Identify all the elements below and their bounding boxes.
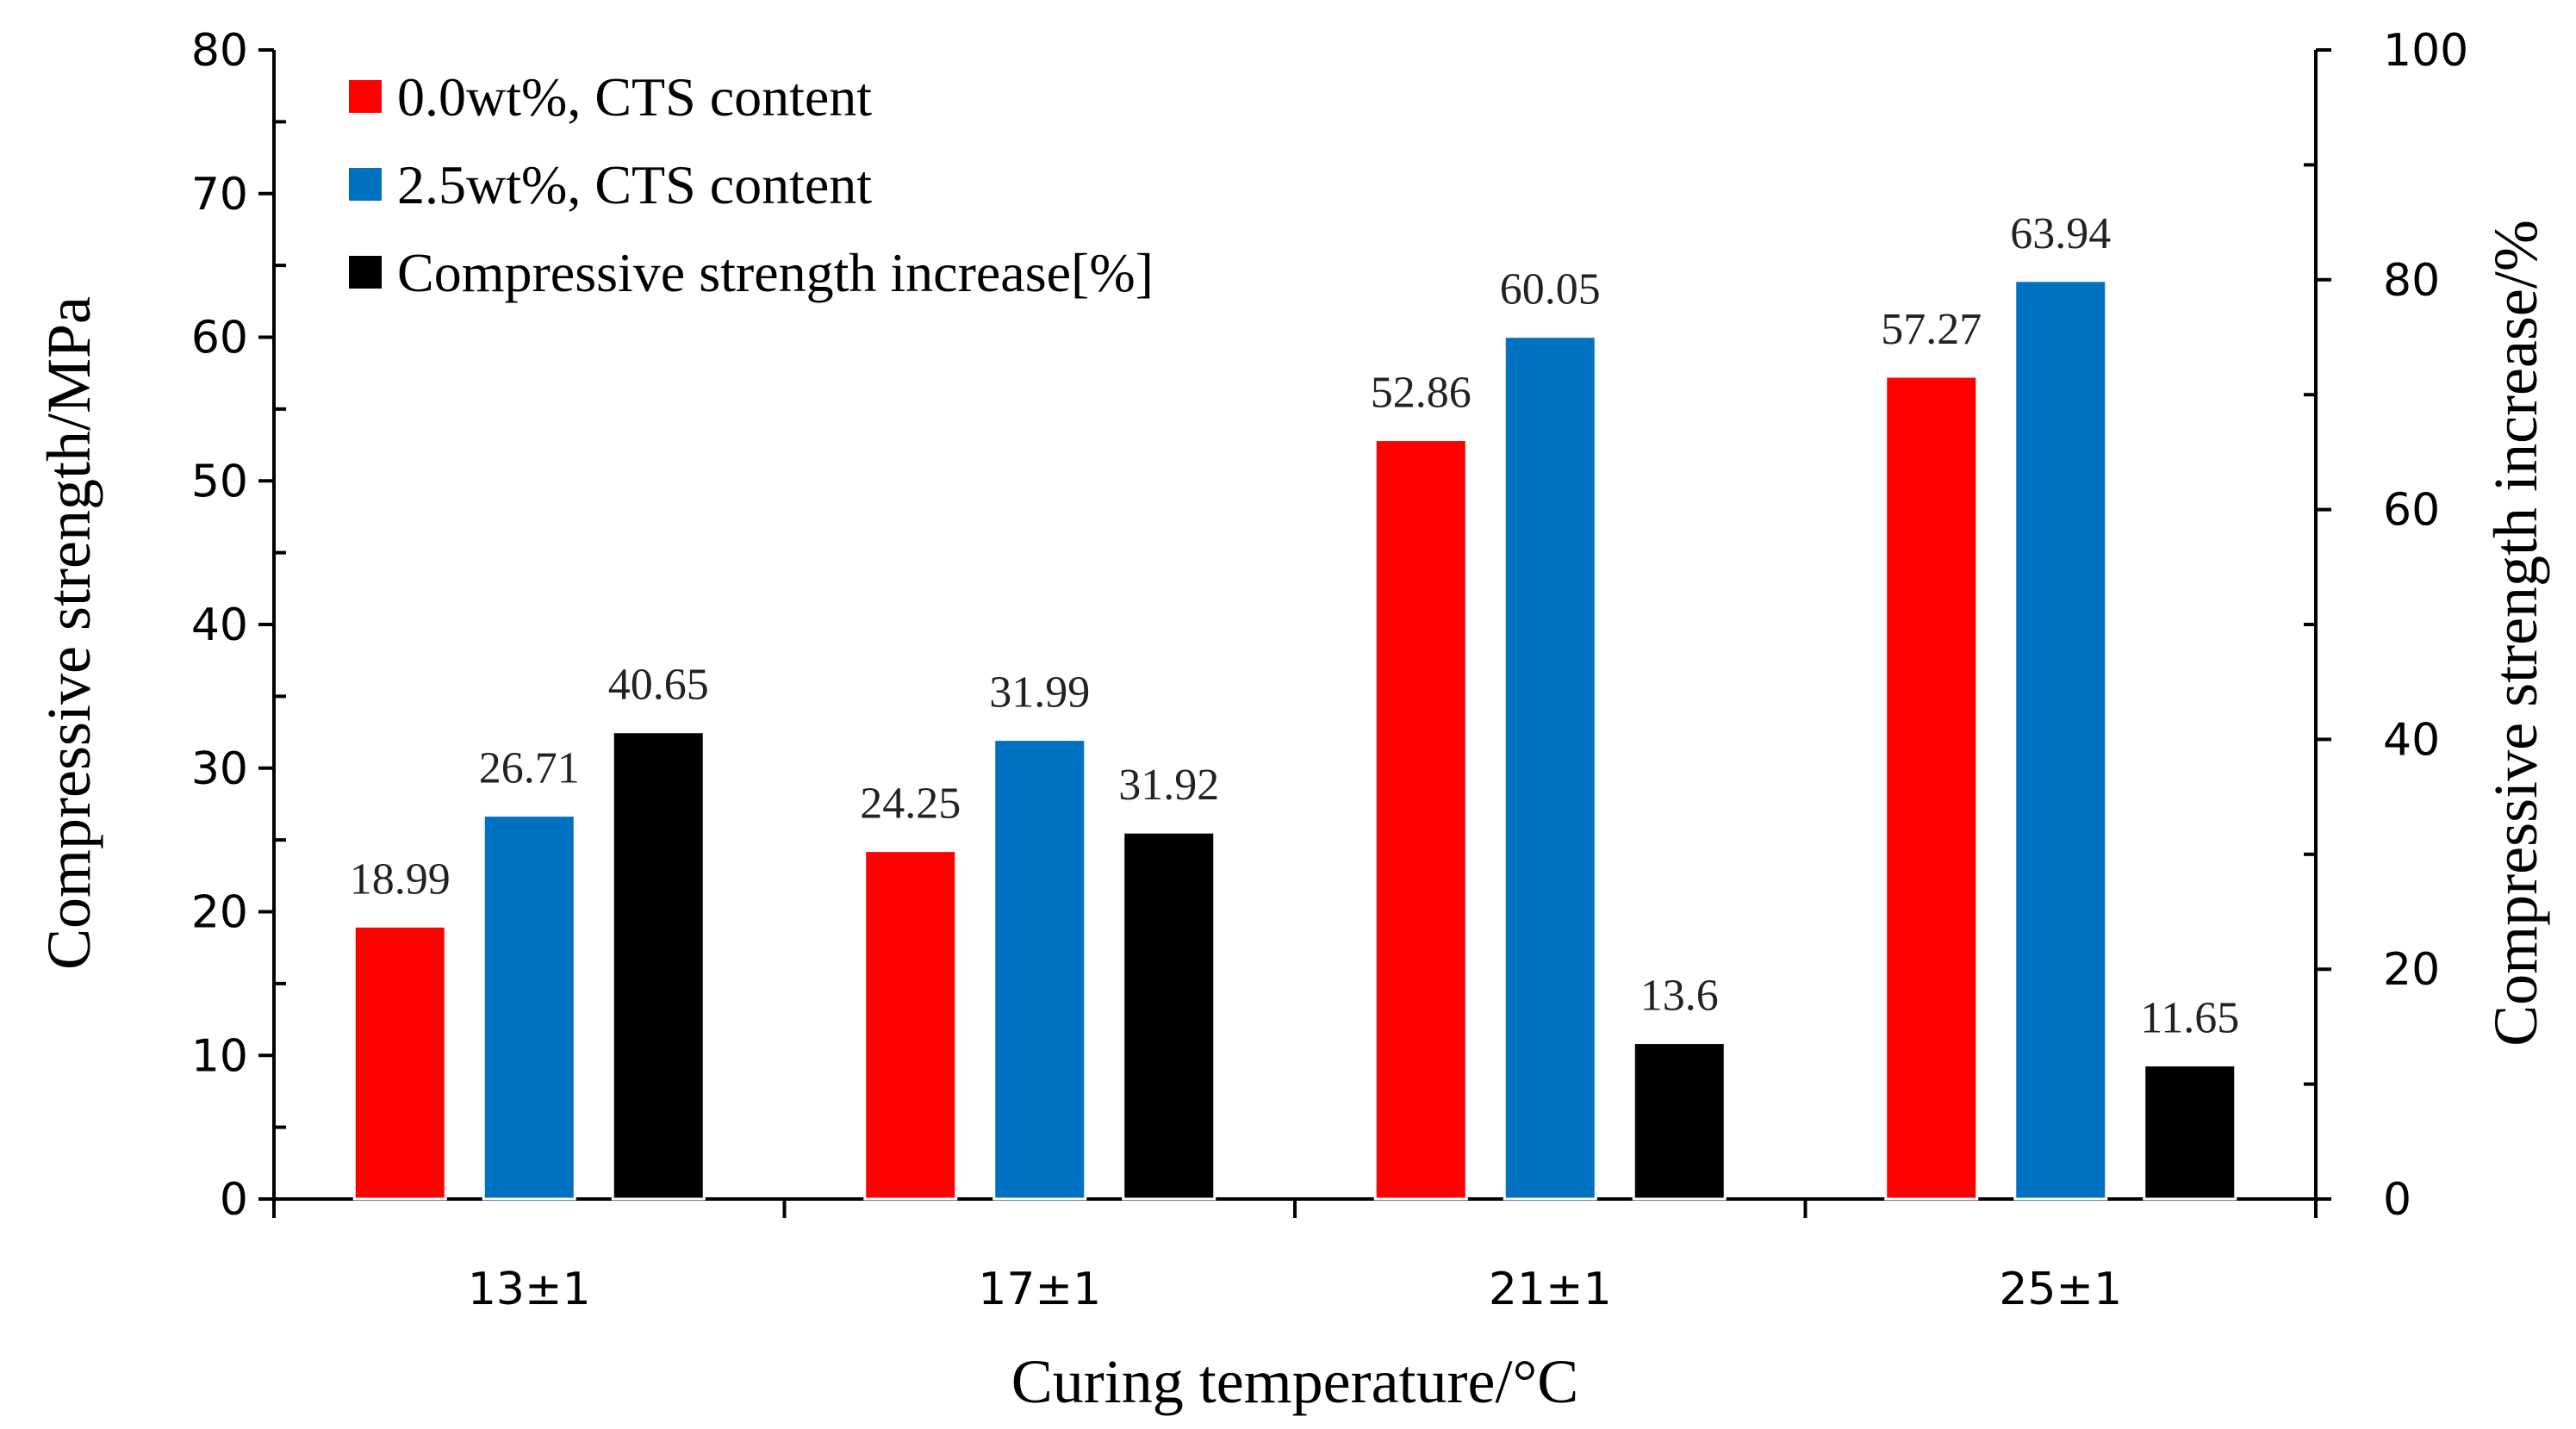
y-left-tick-label: 30	[191, 743, 248, 795]
bar-series-2-3	[2143, 1064, 2237, 1201]
data-label-series-1-3: 63.94	[2010, 209, 2111, 258]
data-label-series-1-0: 26.71	[479, 744, 580, 793]
x-tick-label: 13±1	[468, 1264, 591, 1315]
legend-swatch-0	[349, 80, 382, 113]
y-left-tick-label: 60	[191, 313, 248, 364]
legend-swatch-2	[349, 256, 382, 289]
x-axis-title: Curing temperature/°C	[1011, 1347, 1579, 1416]
bar-series-0-2	[1373, 438, 1468, 1201]
data-labels: 18.99 26.71 40.65 24.25 31.99 31.92 52.86 60.05…	[350, 209, 2240, 1043]
legend-label-0: 0.0wt%, CTS content	[397, 66, 872, 127]
data-label-series-2-1: 31.92	[1118, 761, 1219, 810]
y-left-tick-label: 80	[191, 25, 248, 77]
bar-series-1-3	[2013, 279, 2108, 1201]
bar-series-2-0	[611, 730, 706, 1201]
data-label-series-2-3: 11.65	[2140, 994, 2239, 1043]
data-label-series-1-1: 31.99	[989, 668, 1090, 718]
y-right-tick-label: 60	[2383, 485, 2440, 537]
y-right-tick-label: 40	[2383, 714, 2440, 766]
y-left-tick-label: 70	[191, 169, 248, 221]
data-label-series-0-3: 57.27	[1881, 305, 1982, 354]
y-right-tick-label: 80	[2383, 255, 2440, 307]
bar-series-2-2	[1632, 1041, 1727, 1201]
x-tick-label: 25±1	[1999, 1264, 2122, 1315]
legend-swatch-1	[349, 168, 382, 201]
bar-series-1-0	[482, 814, 576, 1201]
y-left-tick-label: 10	[191, 1030, 248, 1082]
y-axis-left-title: Compressive strength/MPa	[34, 296, 103, 970]
y-left-tick-label: 40	[191, 600, 248, 651]
bar-series-2-1	[1122, 830, 1216, 1201]
legend-label-1: 2.5wt%, CTS content	[397, 154, 872, 215]
x-tick-label: 17±1	[978, 1264, 1101, 1315]
data-label-series-2-2: 13.6	[1640, 972, 1719, 1021]
bar-series-1-1	[992, 738, 1087, 1201]
bar-series-0-1	[863, 849, 958, 1201]
data-label-series-2-0: 40.65	[608, 661, 709, 710]
y-right-tick-label: 20	[2383, 944, 2440, 996]
y-left-tick-label: 50	[191, 456, 248, 507]
data-label-series-0-0: 18.99	[350, 854, 451, 904]
y-left-tick-label: 20	[191, 887, 248, 939]
bars	[352, 279, 2237, 1201]
data-label-series-0-1: 24.25	[860, 780, 961, 829]
data-label-series-0-2: 52.86	[1371, 369, 1472, 418]
data-label-series-1-2: 60.05	[1500, 265, 1601, 314]
x-tick-label: 21±1	[1489, 1264, 1612, 1315]
bar-series-0-3	[1884, 375, 1979, 1201]
y-right-tick-label: 100	[2383, 25, 2468, 77]
legend: 0.0wt%, CTS content 2.5wt%, CTS content Co…	[349, 66, 1154, 303]
y-right-tick-label: 0	[2383, 1174, 2411, 1226]
axis-titles: Curing temperature/°C Compressive strengt…	[34, 220, 2550, 1416]
bar-series-0-0	[352, 924, 447, 1201]
y-axis-right-title: Compressive strength increase/%	[2481, 220, 2550, 1047]
y-left-tick-label: 0	[220, 1174, 248, 1226]
legend-label-2: Compressive strength increase[%]	[397, 242, 1154, 303]
bar-series-1-2	[1503, 335, 1597, 1201]
